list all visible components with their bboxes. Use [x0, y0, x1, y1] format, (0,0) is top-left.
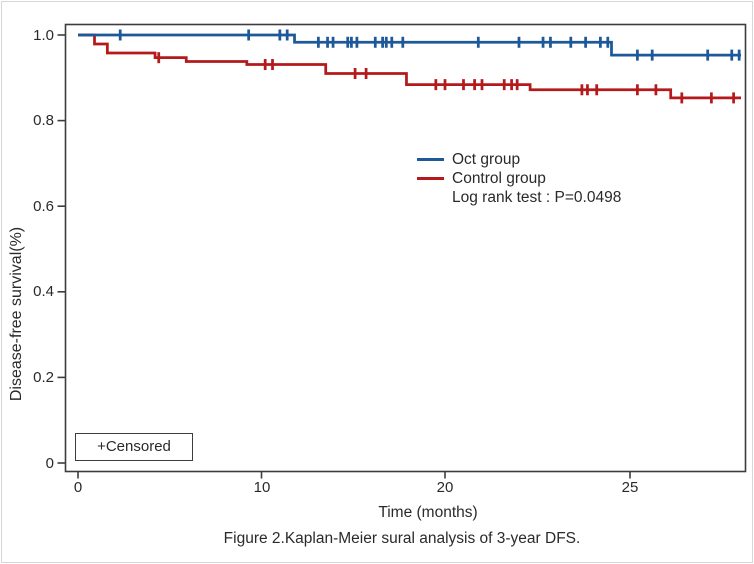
xtick-label-10: 10	[253, 479, 271, 496]
figure-caption: Figure 2.Kaplan-Meier sural analysis of …	[223, 530, 581, 547]
legend-item-control-group: Control group	[417, 169, 621, 188]
control-group-curve	[78, 33, 741, 100]
ytick-label-0.8: 0.8	[33, 112, 54, 129]
ytick-label-0: 0	[45, 455, 54, 472]
legend-spacer	[417, 196, 444, 199]
xtick-label-0: 0	[73, 479, 83, 496]
legend-label-control-group: Control group	[452, 169, 546, 187]
legend-item-oct-group: Oct group	[417, 150, 621, 169]
censored-label: +Censored	[97, 438, 171, 455]
ytick-label-0.6: 0.6	[33, 198, 54, 215]
control-group-line-swatch	[417, 176, 444, 181]
xtick-label-25: 25	[621, 479, 639, 496]
oct-group-curve	[78, 33, 741, 57]
x-axis-label: Time (months)	[378, 504, 478, 521]
xtick-label-20: 20	[436, 479, 454, 496]
ytick-label-0.4: 0.4	[33, 283, 54, 300]
censored-legend-box: +Censored	[75, 433, 193, 461]
oct-group-line-swatch	[417, 157, 444, 162]
legend-label-oct-group: Oct group	[452, 150, 521, 168]
plot-border	[64, 23, 747, 473]
ytick-label-1.0: 1.0	[33, 27, 54, 44]
log-rank-annotation-row: Log rank test : P=0.0498	[417, 188, 621, 207]
y-axis-label: Disease-free survival(%)	[8, 226, 25, 402]
log-rank-test-annotation: Log rank test : P=0.0498	[452, 188, 622, 206]
legend: Oct group Control group Log rank test : …	[417, 150, 621, 207]
ytick-label-0.2: 0.2	[33, 369, 54, 386]
